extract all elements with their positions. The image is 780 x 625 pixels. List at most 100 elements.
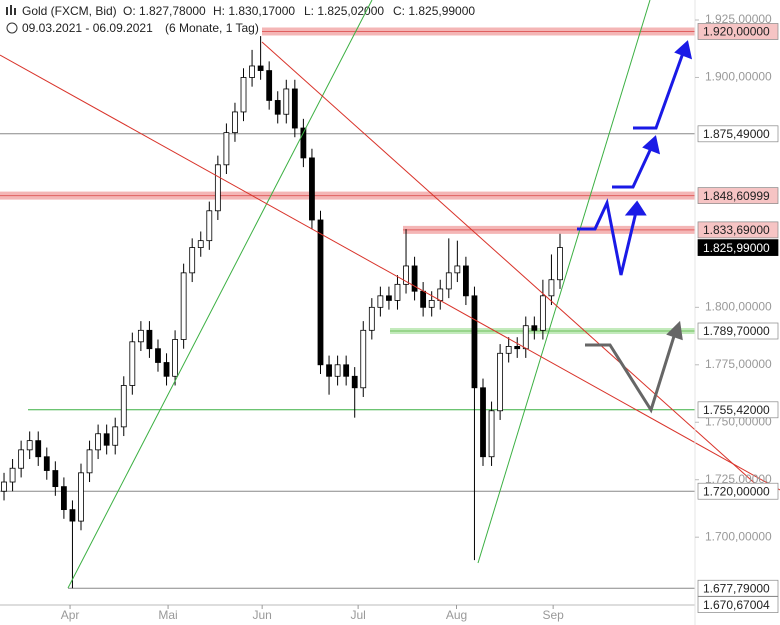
candle-body [189,247,196,274]
arrow [612,145,654,189]
arrow [577,198,638,276]
candle-body [78,472,84,522]
arrowhead [624,200,647,216]
level-label-box [697,322,779,340]
x-tick-label: Mai [158,608,177,622]
projection-arrows [577,40,693,414]
candle-body [300,127,307,159]
candle-body [283,88,290,115]
candle-body [437,288,444,301]
y-tick-label: 1.900,00000 [705,70,772,84]
x-tick-label: Sep [542,608,564,622]
level-label: 1.920,00000 [703,25,770,39]
trendline [261,41,771,498]
candle-body [531,325,538,331]
candle-body [557,247,563,281]
candle-body [377,295,384,308]
candle-body [35,440,42,458]
trendline [0,54,780,491]
date-range: 09.03.2021 - 06.09.2021 [22,21,153,35]
candle-body [257,65,264,71]
candle-body [514,346,521,350]
x-tick-label: Jul [350,608,365,622]
candle-body [86,449,93,474]
candle-body [163,362,170,377]
level-label-box [697,125,779,143]
y-tick-label: 1.925,00000 [705,12,772,26]
candle-body [326,364,332,377]
candle-body [223,132,230,166]
level-label-box [697,221,779,239]
level-label-box [697,401,779,419]
trendline [477,0,651,564]
level-label: 1.755,42000 [703,403,770,417]
candle-body [43,456,50,471]
trendlines [0,0,780,589]
level-label-box [697,596,779,613]
candle-body [394,283,401,301]
ohlc-high: H: 1.830,17000 [213,4,295,18]
arrowhead [642,135,661,155]
level-label-box [697,579,779,597]
candle-body [9,467,16,483]
candle-body [411,265,418,292]
candle-body [232,111,238,134]
level-label: 1.720,00000 [703,484,770,498]
candle-body [420,290,427,308]
chart-title: Gold (FXCM, Bid) [22,4,117,18]
candle-body [505,346,512,354]
level-label: 1.677,79000 [703,581,770,595]
clock-icon [6,22,18,34]
y-tick-label: 1.775,00000 [705,357,772,371]
ohlc-low: L: 1.825,02000 [304,4,384,18]
level-label: 1.848,60999 [703,189,770,203]
candle-body [18,449,25,469]
candle-body [343,364,350,377]
candle-body [172,339,178,377]
candle-body [180,272,187,340]
candle-body [26,440,33,451]
candle-body [1,481,7,492]
candle-body [120,385,127,428]
candle-body [240,77,247,113]
candle-body [249,65,255,78]
candle-body [360,329,367,389]
ohlc-close: C: 1.825,99000 [393,4,475,18]
candle-body [488,410,495,458]
candle-body [69,509,76,522]
level-label-box [697,239,779,256]
level-label: 1.789,70000 [703,324,770,338]
candle-body [266,70,273,101]
candle-body [52,470,59,488]
candle-body [95,433,102,451]
level-label: 1.875,49000 [703,127,770,141]
candle-body [137,329,144,343]
candle-body [428,300,435,308]
ohlc-open: O: 1.827,78000 [123,4,206,18]
candle-body [317,219,324,366]
candle-body [471,295,478,389]
candle-body [60,486,67,511]
y-tick-label: 1.725,00000 [705,472,772,486]
candle-body [539,295,546,331]
candle-body [197,240,204,248]
x-tick-label: Apr [61,608,80,622]
icon [6,5,16,15]
candle-body [129,341,136,386]
arrowhead [666,320,683,341]
candle-body [309,157,315,221]
trendline [67,0,373,589]
level-label: 1.825,99000 [703,241,770,255]
candle-body [522,325,529,350]
level-label-box [697,23,779,40]
x-tick-label: Aug [446,608,467,622]
candle-body [548,279,555,297]
candle-body [480,387,486,458]
level-label-box [697,187,779,204]
candle-body [368,306,375,331]
candle-body [497,352,504,412]
arrow [585,332,677,414]
candle-body [403,265,409,285]
